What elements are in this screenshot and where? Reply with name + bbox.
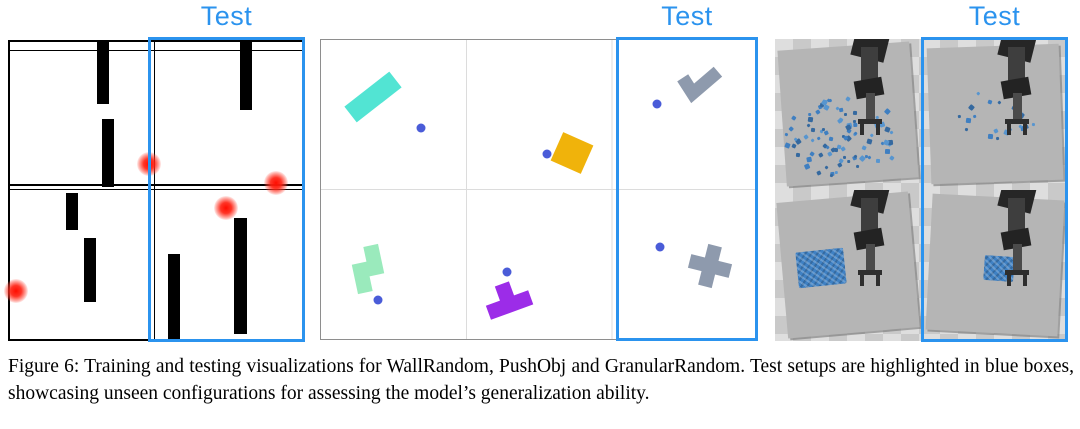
test-box-wallrandom	[148, 37, 305, 342]
robot-arm-piece	[1012, 93, 1022, 120]
granular-particle	[821, 127, 825, 131]
target-dot-blue	[652, 99, 662, 109]
goal-dot-red	[264, 171, 288, 195]
granular-quadrant-3	[775, 190, 922, 341]
wall-bar	[168, 254, 180, 340]
granular-quadrant-2	[921, 39, 1068, 190]
test-box-pushobj	[616, 37, 758, 341]
robot-arm-piece	[1004, 119, 1029, 124]
robot-arm-piece	[876, 274, 880, 286]
granular-particle	[853, 119, 856, 123]
target-dot-blue	[502, 267, 512, 277]
maze-divider-vertical-thin	[154, 42, 155, 339]
maze-inner-top-line	[10, 50, 303, 51]
robot-arm-piece	[866, 93, 875, 120]
wall-bar	[234, 218, 247, 334]
granular-quadrant-4	[921, 190, 1068, 341]
granular-particle	[807, 116, 814, 122]
robot-arm-piece	[1012, 244, 1022, 271]
target-dot-blue	[542, 149, 552, 159]
robot-arm-piece	[866, 244, 875, 271]
target-dot-blue	[416, 123, 426, 133]
robot-arm-piece	[858, 119, 882, 124]
platform	[777, 41, 919, 187]
push-object-check	[677, 66, 723, 104]
robot-arm-piece	[860, 123, 864, 135]
robot-arm-piece	[1006, 274, 1011, 286]
panel-pushobj	[320, 39, 758, 340]
wall-bar	[240, 42, 252, 110]
granular-particle	[810, 127, 815, 133]
robot-arm-piece	[1022, 123, 1027, 135]
target-dot-blue	[655, 242, 665, 252]
robot-arm-piece	[1004, 270, 1029, 275]
goal-dot-red	[4, 279, 28, 303]
test-label-pushobj: Test	[661, 1, 713, 31]
panel-wallrandom	[4, 40, 305, 341]
panel-granularrandom	[775, 39, 1068, 341]
wall-bar	[97, 42, 109, 104]
test-box-granularrandom	[921, 37, 1068, 342]
granular-quadrant-1	[775, 39, 922, 190]
push-object-rect	[344, 71, 402, 123]
robot-arm-piece	[876, 123, 880, 135]
robot-arm-piece	[1006, 123, 1011, 135]
granular-particle	[846, 160, 850, 164]
robot-arm-piece	[1022, 274, 1027, 286]
wall-bar	[66, 193, 78, 230]
push-object-s	[351, 243, 385, 295]
wall-bar	[102, 119, 114, 187]
goal-dot-red	[214, 196, 238, 220]
robot-arm-piece	[860, 274, 864, 286]
pushobj-canvas	[321, 40, 757, 339]
figure-caption: Figure 6: Training and testing visualiza…	[8, 356, 1074, 404]
granular-particle	[807, 112, 811, 116]
granular-particle	[784, 132, 788, 136]
granular-particle	[884, 148, 891, 154]
granular-particle	[795, 152, 800, 158]
test-label-granularrandom: Test	[968, 1, 1021, 31]
robot-arm-piece	[858, 270, 882, 275]
maze-divider-horizontal-thin	[10, 189, 303, 190]
granular-particle	[864, 154, 868, 158]
push-object-t	[485, 281, 534, 320]
push-object-square	[550, 132, 594, 174]
granular-patch	[795, 247, 847, 289]
push-object-cross	[687, 243, 733, 289]
wall-bar	[84, 238, 96, 302]
test-label-wallrandom: Test	[200, 1, 253, 31]
granular-particle	[835, 170, 839, 174]
granular-particle	[823, 164, 829, 170]
target-dot-blue	[373, 295, 383, 305]
maze-divider-horizontal	[10, 184, 303, 186]
